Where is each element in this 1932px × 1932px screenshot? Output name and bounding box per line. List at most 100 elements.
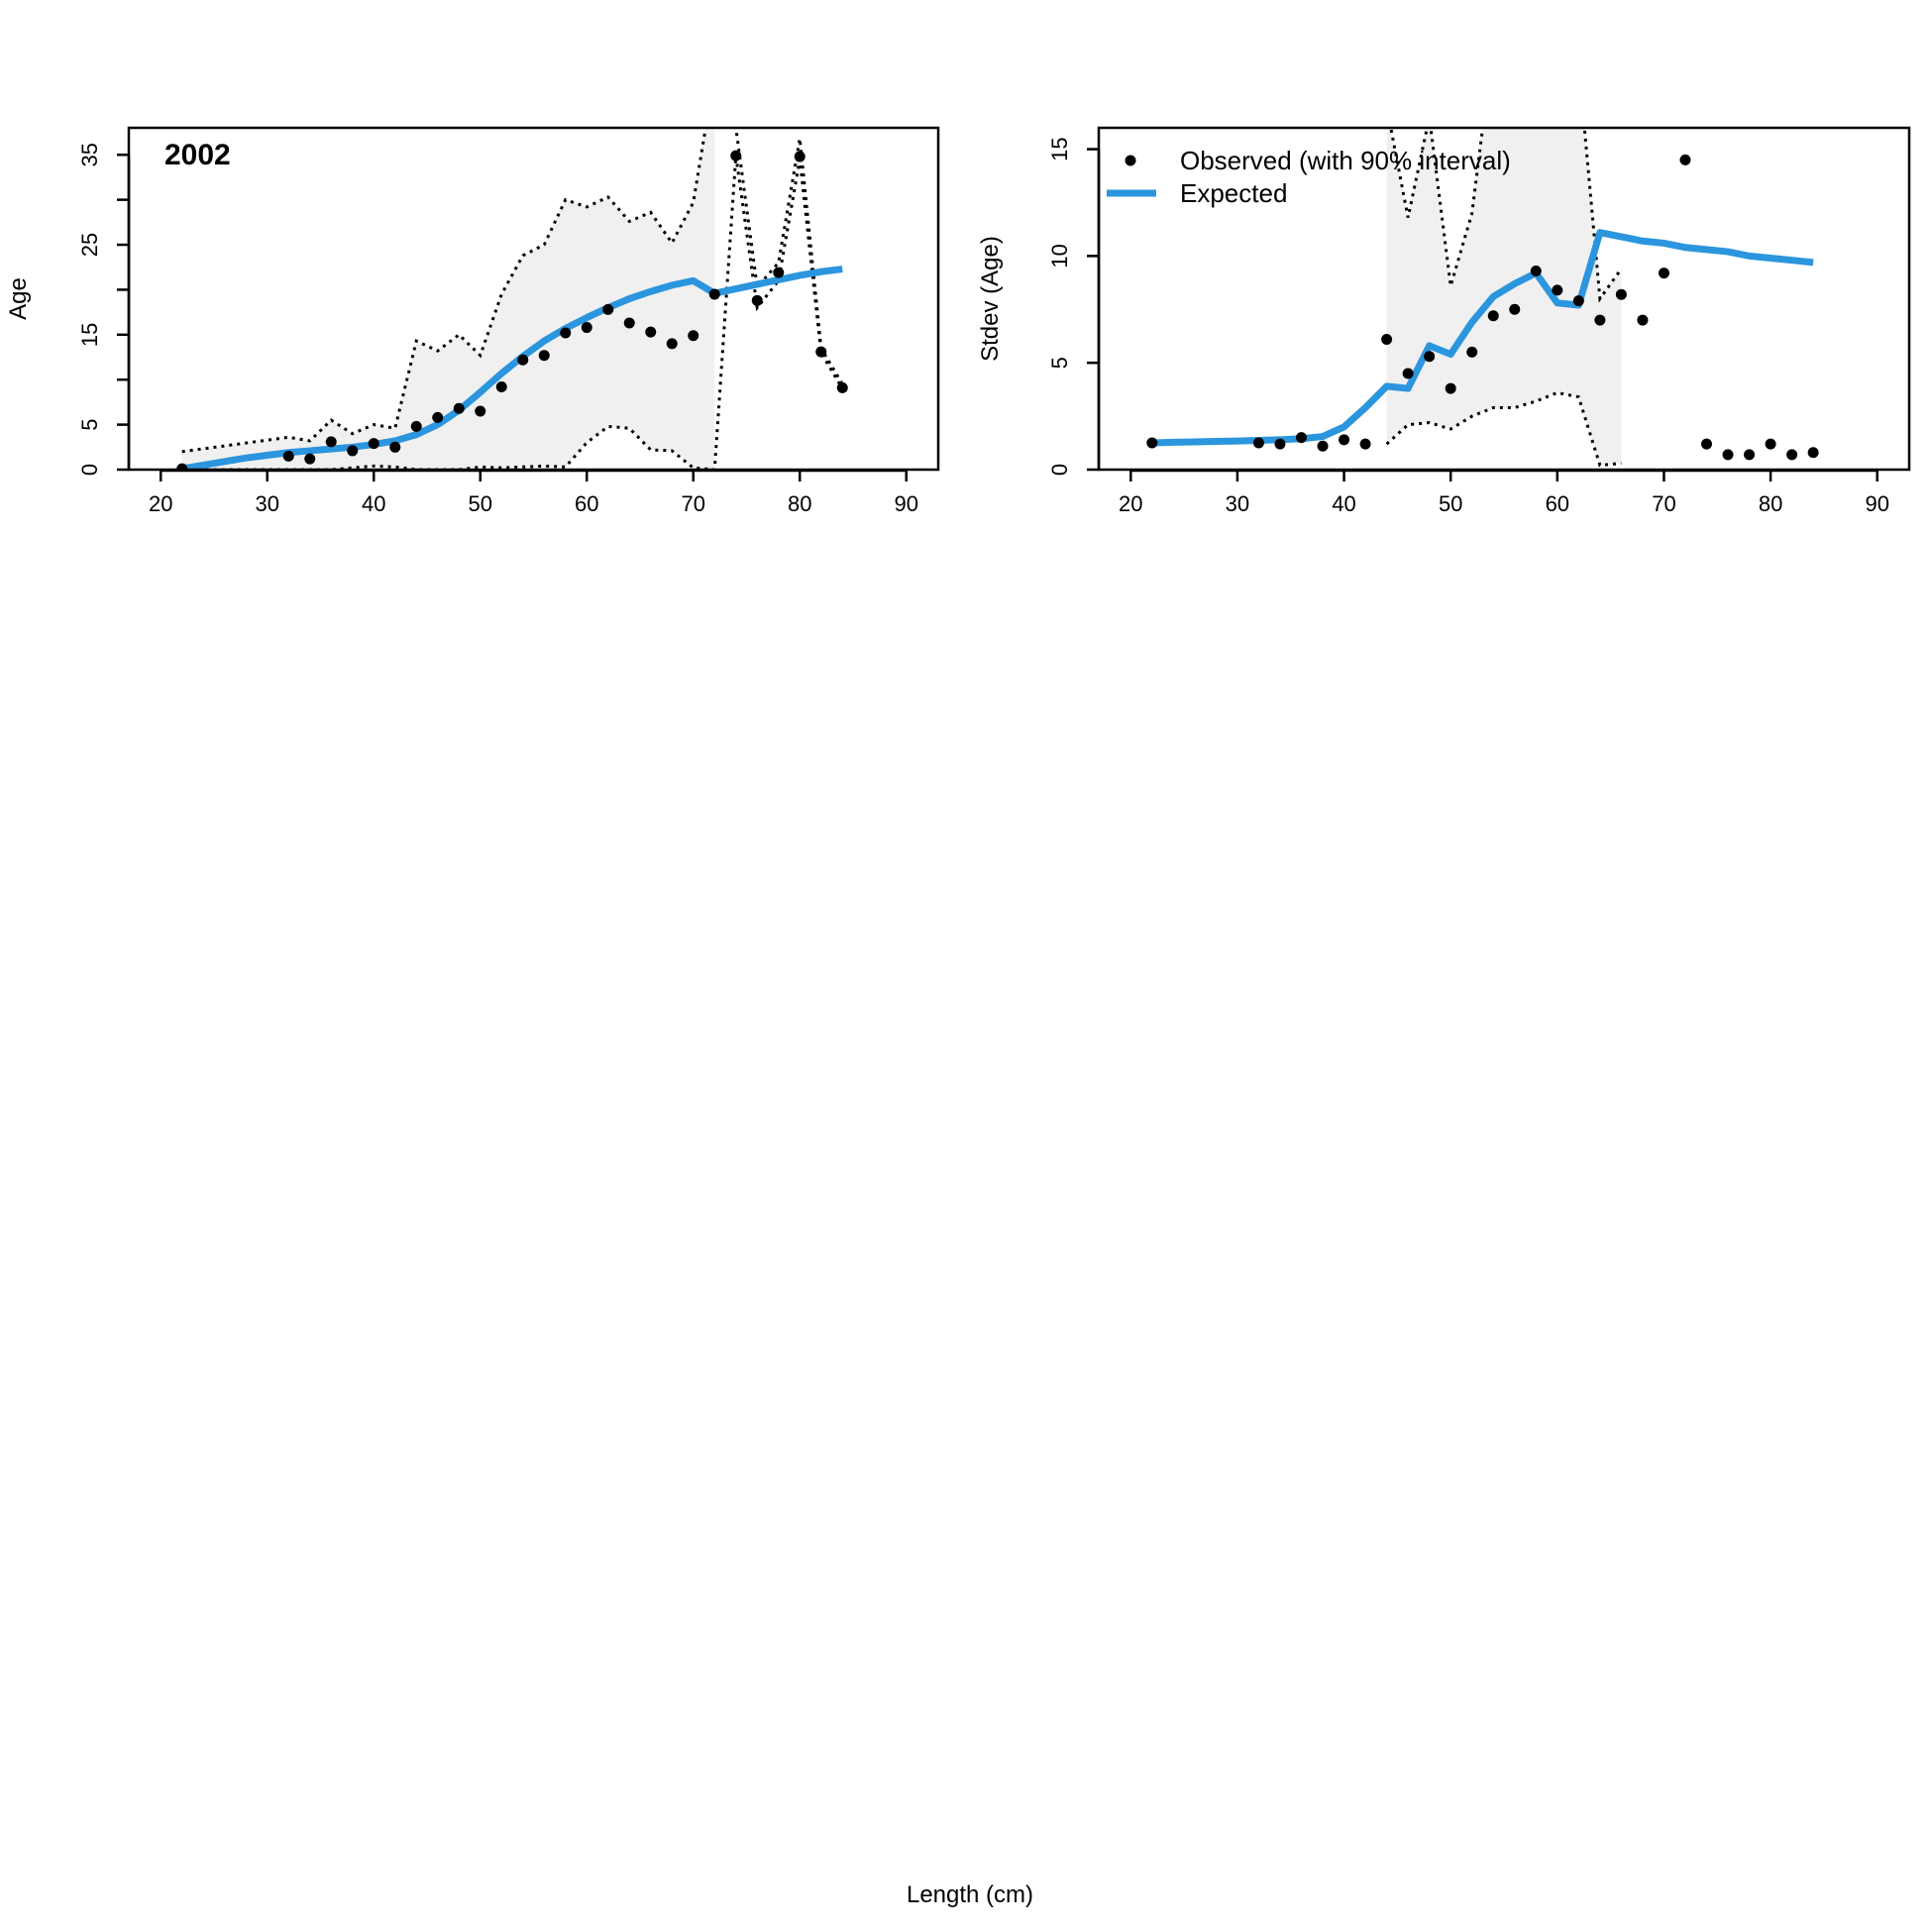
observed-point (773, 267, 785, 278)
observed-point (475, 405, 486, 417)
observed-point (1786, 449, 1798, 461)
x-axis: 20 30 40 50 60 70 80 90 (149, 469, 918, 516)
y-axis: 0 5 10 15 (1047, 137, 1101, 476)
observed-point (1424, 351, 1436, 363)
observed-point (1317, 440, 1329, 452)
x-axis: 20 30 40 50 60 70 80 90 (1119, 469, 1889, 516)
observed-point (602, 303, 614, 315)
observed-point (1530, 265, 1542, 276)
x-tick-label: 80 (788, 491, 811, 516)
observed-point (368, 438, 379, 450)
interval-upper-line (1389, 128, 1623, 303)
observed-point (1487, 310, 1499, 322)
legend-entry-label: Observed (with 90% interval) (1180, 146, 1511, 175)
x-tick-label: 20 (1119, 491, 1142, 516)
observed-point (176, 463, 188, 470)
observed-point (1615, 288, 1627, 300)
observed-point (751, 294, 763, 306)
observed-point (1744, 449, 1756, 461)
observed-point (517, 354, 529, 366)
x-tick-label: 90 (1865, 491, 1888, 516)
interval-lower-line (181, 155, 844, 470)
legend-point-marker (1125, 155, 1136, 166)
observed-point (1765, 438, 1776, 450)
y-axis: 0 5 15 25 35 (77, 143, 131, 476)
x-tick-label: 60 (1546, 491, 1569, 516)
observed-point (1722, 449, 1734, 461)
x-tick-label: 30 (256, 491, 279, 516)
observed-point (282, 450, 294, 462)
y-axis-title: Age (5, 277, 32, 320)
observed-point (1445, 382, 1456, 394)
observed-point (1359, 438, 1371, 450)
observed-point (666, 338, 678, 350)
x-tick-label: 50 (1439, 491, 1462, 516)
legend-entry-label: Expected (1180, 178, 1287, 208)
observed-point (645, 326, 657, 338)
x-tick-label: 70 (682, 491, 705, 516)
x-tick-label: 30 (1226, 491, 1249, 516)
observed-point (410, 420, 422, 432)
observed-point (730, 150, 742, 161)
observed-point (304, 453, 316, 465)
x-tick-label: 70 (1652, 491, 1675, 516)
shared-x-axis-title: Length (cm) (907, 1881, 1033, 1908)
y-tick-label: 0 (77, 464, 102, 476)
interval-upper-line (181, 128, 844, 454)
x-tick-label: 80 (1759, 491, 1782, 516)
observed-point (1252, 437, 1264, 449)
observed-point (1466, 346, 1478, 358)
observed-point (1381, 333, 1393, 345)
x-tick-label: 20 (149, 491, 172, 516)
observed-point (560, 327, 572, 339)
x-tick-label: 90 (895, 491, 918, 516)
y-tick-label: 15 (1047, 137, 1072, 161)
observed-point (623, 317, 635, 329)
y-tick-label: 35 (77, 143, 102, 166)
observed-point (389, 441, 401, 453)
y-tick-label: 0 (1047, 464, 1072, 476)
x-tick-label: 40 (362, 491, 385, 516)
observed-point (347, 445, 359, 457)
observed-point (1807, 447, 1819, 459)
observed-point (453, 402, 465, 414)
y-tick-label: 5 (77, 418, 102, 430)
x-tick-label: 60 (575, 491, 598, 516)
observed-point (325, 436, 337, 448)
observed-point (1274, 438, 1286, 450)
observed-point (1509, 303, 1521, 315)
age-panel: 20 30 40 50 60 70 80 90 0 5 15 25 35 Age 2002 (5, 126, 940, 516)
x-tick-label: 40 (1332, 491, 1355, 516)
observed-point (1339, 434, 1350, 446)
legend: Observed (with 90% interval) Expected (1107, 146, 1511, 208)
observed-point (794, 151, 805, 162)
observed-point (581, 322, 592, 334)
stdev-panel: 20 30 40 50 60 70 80 90 0 5 10 15 Stdev (Age) Observe… (977, 126, 1911, 516)
interval-band (181, 128, 715, 470)
observed-point (1658, 268, 1669, 279)
observed-point (432, 411, 444, 423)
observed-point (1572, 295, 1584, 307)
x-tick-label: 50 (469, 491, 492, 516)
panel-label: 2002 (164, 139, 231, 171)
observed-point (688, 330, 699, 342)
observed-point (1402, 368, 1414, 379)
observed-point (1146, 437, 1158, 449)
y-tick-label: 25 (77, 233, 102, 257)
observed-point (538, 350, 550, 362)
interval-band (1386, 128, 1622, 466)
observed-point (836, 381, 848, 393)
observed-point (1637, 314, 1649, 326)
observed-point (1296, 432, 1307, 444)
observed-point (1701, 438, 1712, 450)
plot-area (1146, 128, 1819, 468)
plot-area (176, 128, 848, 470)
observed-point (708, 288, 720, 300)
observed-point (1594, 314, 1606, 326)
y-tick-label: 15 (77, 323, 102, 347)
observed-point (495, 380, 507, 392)
observed-point (1552, 284, 1563, 296)
y-tick-label: 5 (1047, 357, 1072, 369)
y-axis-title: Stdev (Age) (977, 236, 1004, 362)
